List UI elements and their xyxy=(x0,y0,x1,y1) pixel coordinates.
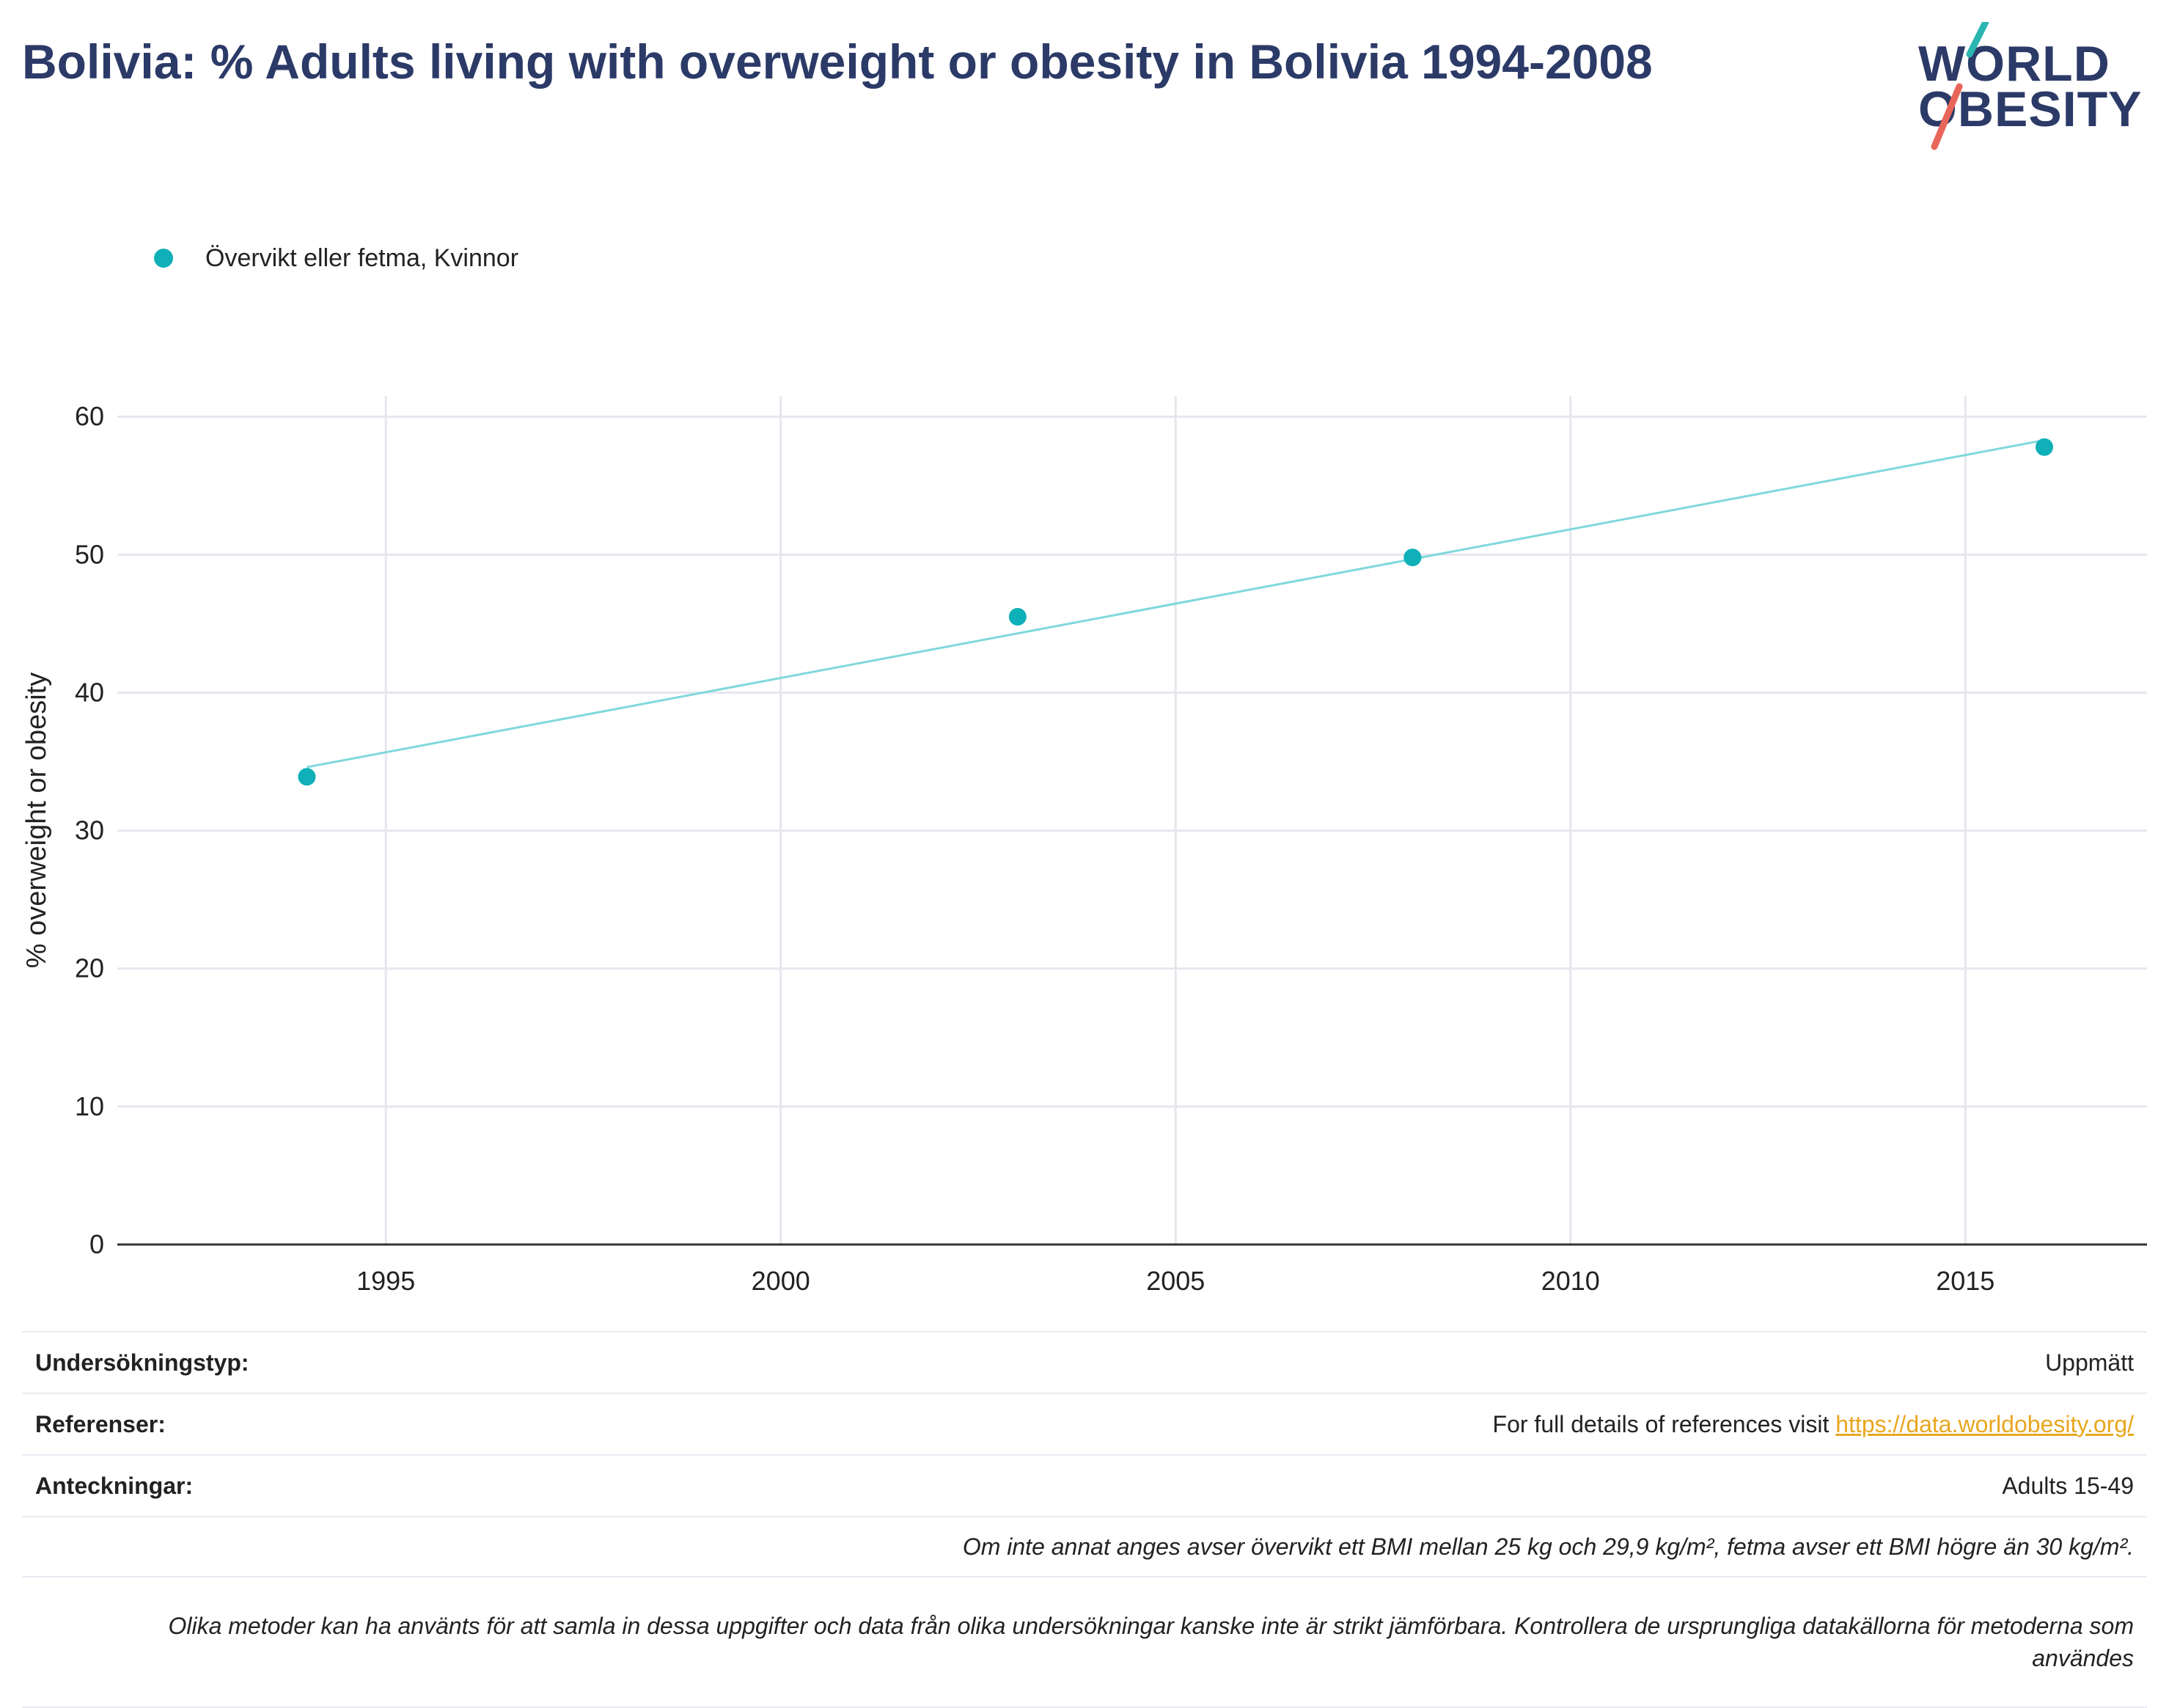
info-table: Undersökningstyp: Uppmätt Referenser: Fo… xyxy=(22,1331,2147,1708)
info-key: Anteckningar: xyxy=(35,1472,194,1499)
info-row-notes: Anteckningar: Adults 15-49 xyxy=(22,1454,2147,1516)
info-value: Om inte annat anges avser övervikt ett B… xyxy=(962,1533,2134,1560)
logo-slash-icon xyxy=(1931,22,1989,150)
y-tick-label: 0 xyxy=(89,1229,104,1259)
info-row-bmi-note: Om inte annat anges avser övervikt ett B… xyxy=(22,1516,2147,1576)
legend-marker xyxy=(154,249,173,268)
logo-word-1: WORLD xyxy=(1918,36,2110,92)
info-key: Undersökningstyp: xyxy=(35,1349,249,1376)
data-points xyxy=(298,438,2053,786)
info-row-survey-type: Undersökningstyp: Uppmätt xyxy=(22,1331,2147,1393)
y-tick-labels: 0 10 20 30 40 50 60 xyxy=(75,401,104,1259)
chart-title: Bolivia: % Adults living with overweight… xyxy=(22,34,1653,89)
info-value: Uppmätt xyxy=(2045,1349,2134,1376)
data-point[interactable] xyxy=(1008,608,1027,626)
info-value: Olika metoder kan ha använts för att sam… xyxy=(168,1613,2134,1671)
y-tick-label: 40 xyxy=(75,677,104,707)
y-tick-label: 60 xyxy=(75,401,104,431)
x-tick-labels: 1995 2000 2005 2010 2015 xyxy=(356,1266,1994,1296)
chart-legend[interactable]: Övervikt eller fetma, Kvinnor xyxy=(154,241,518,276)
x-tick-label: 2005 xyxy=(1146,1266,1205,1296)
references-link[interactable]: https://data.worldobesity.org/ xyxy=(1835,1410,2134,1437)
info-row-methods-note: Olika metoder kan ha använts för att sam… xyxy=(22,1576,2147,1708)
data-point[interactable] xyxy=(2035,438,2053,456)
data-point[interactable] xyxy=(1403,549,1422,567)
x-tick-label: 2015 xyxy=(1936,1266,1994,1296)
world-obesity-logo: WORLD OBESITY xyxy=(1906,22,2148,154)
y-tick-label: 20 xyxy=(75,953,104,983)
gridlines xyxy=(117,396,2147,1245)
x-tick-label: 1995 xyxy=(356,1266,415,1296)
y-tick-label: 50 xyxy=(75,539,104,569)
data-point[interactable] xyxy=(298,768,316,786)
legend-label: Övervikt eller fetma, Kvinnor xyxy=(205,243,519,272)
x-tick-label: 2000 xyxy=(752,1266,810,1296)
chart-plot: 0 10 20 30 40 50 60 1995 2000 2005 2010 2015 % ove… xyxy=(21,396,2147,1296)
info-key: Referenser: xyxy=(35,1410,166,1437)
info-value: Adults 15-49 xyxy=(2002,1472,2134,1499)
y-tick-label: 10 xyxy=(75,1091,104,1121)
trend-line xyxy=(307,439,2045,769)
y-axis-title: % overweight or obesity xyxy=(21,672,52,968)
info-row-references: Referenser: For full details of referenc… xyxy=(22,1393,2147,1454)
info-value: For full details of references visit htt… xyxy=(1493,1411,2134,1438)
y-tick-label: 30 xyxy=(75,815,104,846)
references-text: For full details of references visit xyxy=(1492,1410,1836,1437)
x-tick-label: 2010 xyxy=(1541,1266,1600,1296)
